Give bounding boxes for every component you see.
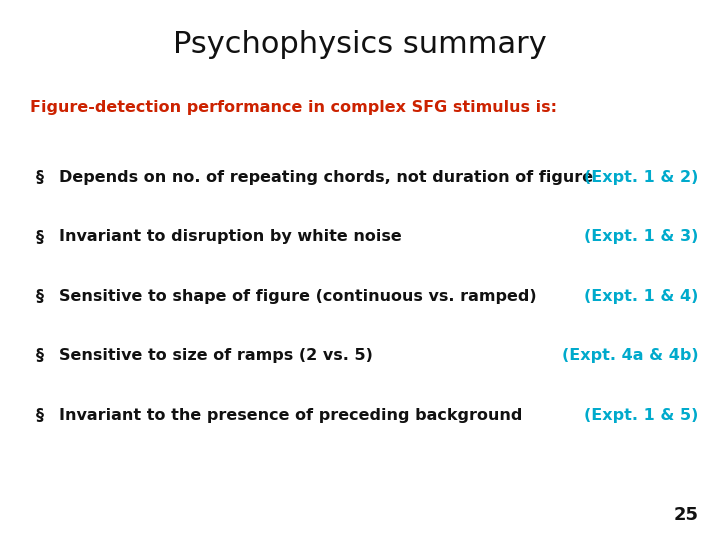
Text: §: §	[35, 170, 44, 185]
Text: Figure-detection performance in complex SFG stimulus is:: Figure-detection performance in complex …	[30, 100, 557, 115]
Text: Psychophysics summary: Psychophysics summary	[173, 30, 547, 59]
Text: §: §	[35, 230, 44, 245]
Text: Sensitive to shape of figure (continuous vs. ramped): Sensitive to shape of figure (continuous…	[59, 289, 536, 304]
Text: (Expt. 1 & 3): (Expt. 1 & 3)	[584, 230, 698, 245]
Text: (Expt. 4a & 4b): (Expt. 4a & 4b)	[562, 348, 698, 363]
Text: Sensitive to size of ramps (2 vs. 5): Sensitive to size of ramps (2 vs. 5)	[59, 348, 373, 363]
Text: Invariant to disruption by white noise: Invariant to disruption by white noise	[59, 230, 402, 245]
Text: §: §	[35, 289, 44, 304]
Text: §: §	[35, 408, 44, 423]
Text: (Expt. 1 & 2): (Expt. 1 & 2)	[584, 170, 698, 185]
Text: (Expt. 1 & 5): (Expt. 1 & 5)	[584, 408, 698, 423]
Text: Invariant to the presence of preceding background: Invariant to the presence of preceding b…	[59, 408, 523, 423]
Text: (Expt. 1 & 4): (Expt. 1 & 4)	[584, 289, 698, 304]
Text: Depends on no. of repeating chords, not duration of figure: Depends on no. of repeating chords, not …	[59, 170, 593, 185]
Text: 25: 25	[673, 506, 698, 524]
Text: §: §	[35, 348, 44, 363]
